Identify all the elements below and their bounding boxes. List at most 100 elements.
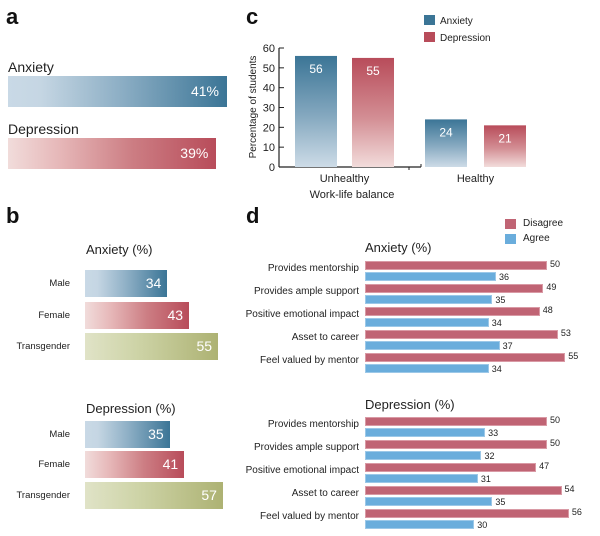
y-tick-label: 30 — [263, 103, 275, 115]
panel-c-bar-value: 55 — [366, 64, 380, 78]
panel-d-value-agree: 32 — [484, 451, 495, 461]
panel-b-bar: 35 — [85, 421, 170, 448]
y-tick-label: 60 — [263, 43, 275, 55]
y-tick-label: 0 — [269, 162, 275, 174]
panel-d-bar-disagree — [365, 440, 547, 449]
panel-c-label: c — [246, 4, 259, 29]
legend-agree-swatch — [505, 234, 516, 244]
panel-d-category-label: Provides ample support — [253, 442, 359, 453]
panel-d-category-label: Asset to career — [291, 332, 359, 343]
panel-d-value-agree: 34 — [491, 364, 502, 374]
panel-d-bar-agree — [365, 428, 486, 437]
legend-disagree-swatch — [505, 219, 516, 229]
panel-c-chart: 0 10 20 30 40 50 60 Percentage of students 56 55 U… — [248, 15, 526, 201]
panel-d-bar-agree — [365, 364, 489, 373]
legend-disagree-label: Disagree — [523, 218, 564, 229]
legend-depression-label: Depression — [440, 33, 491, 44]
panel-d-value-agree: 30 — [477, 520, 488, 530]
panel-d-category-label: Provides ample support — [253, 286, 359, 297]
panel-d-category-label: Positive emotional impact — [245, 309, 359, 320]
panel-b-row-label: Female — [38, 459, 70, 470]
panel-d-value-agree: 33 — [488, 428, 499, 438]
legend-anxiety-swatch — [424, 15, 435, 25]
panel-d-bar-agree — [365, 497, 493, 506]
y-tick-label: 20 — [263, 122, 275, 134]
panel-d-value-disagree: 54 — [564, 484, 575, 494]
panel-c-bar-value: 21 — [498, 131, 512, 145]
panel-d-bar-agree — [365, 341, 500, 350]
panel-a-depression-value: 39% — [180, 145, 209, 161]
x-axis-label: Work-life balance — [310, 189, 395, 201]
panel-b-row-label: Male — [49, 278, 70, 289]
panel-d-value-disagree: 49 — [546, 282, 557, 292]
panel-d-bar-disagree — [365, 261, 547, 270]
panel-d-value-disagree: 53 — [560, 328, 571, 338]
panel-d-category-label: Provides mentorship — [267, 263, 359, 274]
panel-d-anxiety-title: Anxiety (%) — [365, 240, 432, 255]
panel-d-value-disagree: 50 — [550, 259, 561, 269]
panel-d-value-disagree: 56 — [571, 507, 582, 517]
panel-d-bar-disagree — [365, 353, 566, 362]
panel-d-bar-agree — [365, 272, 497, 281]
panel-b-bar-value: 43 — [167, 307, 184, 323]
panel-c-bar-depression — [484, 125, 526, 167]
panel-d-value-disagree: 47 — [539, 461, 550, 471]
panel-d-bar-disagree — [365, 463, 537, 472]
y-tick-label: 50 — [263, 63, 275, 75]
y-axis-label: Percentage of students — [248, 56, 259, 159]
x-tick-label: Unhealthy — [320, 173, 370, 185]
panel-b-bar: 43 — [85, 302, 190, 329]
panel-d-value-disagree: 50 — [550, 438, 561, 448]
panel-b-row-label: Female — [38, 310, 70, 321]
panel-b-bar-value: 41 — [162, 456, 179, 472]
panel-b-row-label: Transgender — [16, 341, 70, 352]
legend-depression-swatch — [424, 32, 435, 42]
y-tick-label: 40 — [263, 83, 275, 95]
panel-c-bar-anxiety — [425, 119, 467, 167]
panel-d-bar-agree — [365, 295, 493, 304]
panel-d-bar-disagree — [365, 509, 569, 518]
panel-d-bar-disagree — [365, 330, 558, 339]
panel-d-label: d — [246, 203, 260, 228]
panel-d-value-agree: 34 — [491, 318, 502, 328]
panel-b-bar-value: 34 — [145, 275, 162, 291]
panel-a-anxiety-bar: 41% — [8, 76, 227, 107]
panel-c-bar-value: 56 — [309, 62, 323, 76]
panel-b-bar: 34 — [85, 270, 168, 297]
panel-d-bar-disagree — [365, 417, 547, 426]
panel-b-bar: 57 — [85, 482, 223, 509]
panel-d-bar-agree — [365, 474, 478, 483]
y-tick-label: 10 — [263, 142, 275, 154]
panel-d-category-label: Positive emotional impact — [245, 465, 359, 476]
panel-a-anxiety-title: Anxiety — [8, 59, 54, 75]
panel-c-bar-depression — [352, 57, 394, 167]
panel-d-bar-disagree — [365, 307, 540, 316]
panel-a-anxiety-value: 41% — [190, 83, 219, 99]
panel-d-depression-title: Depression (%) — [365, 397, 455, 412]
legend-agree-label: Agree — [523, 233, 550, 244]
panel-d-value-agree: 37 — [502, 341, 513, 351]
legend-anxiety-label: Anxiety — [440, 16, 473, 27]
panel-c-bar-anxiety — [295, 55, 337, 167]
panel-b-bar-value: 57 — [201, 487, 217, 503]
panel-d-category-label: Asset to career — [291, 488, 359, 499]
panel-d-value-agree: 35 — [495, 497, 506, 507]
panel-d-category-label: Provides mentorship — [267, 419, 359, 430]
panel-d-value-agree: 35 — [495, 295, 506, 305]
panel-b-bar-value: 35 — [148, 426, 164, 442]
panel-b-label: b — [6, 203, 20, 228]
panel-b-depression-title: Depression (%) — [86, 401, 176, 416]
panel-d-bar-disagree — [365, 486, 562, 495]
panel-a-depression-bar: 39% — [8, 138, 217, 169]
panel-d-bar-agree — [365, 520, 475, 529]
panel-b-bar-value: 55 — [196, 338, 213, 354]
panel-a-depression-title: Depression — [8, 121, 79, 137]
panel-c-bar-value: 24 — [439, 125, 453, 139]
panel-b-bar: 55 — [85, 333, 219, 360]
panel-b-row-label: Male — [49, 429, 70, 440]
panel-a-label: a — [6, 4, 19, 29]
panel-b-row-label: Transgender — [16, 490, 70, 501]
panel-d-category-label: Feel valued by mentor — [260, 511, 359, 522]
panel-d-bar-agree — [365, 318, 489, 327]
panel-b-bar: 41 — [85, 451, 185, 478]
